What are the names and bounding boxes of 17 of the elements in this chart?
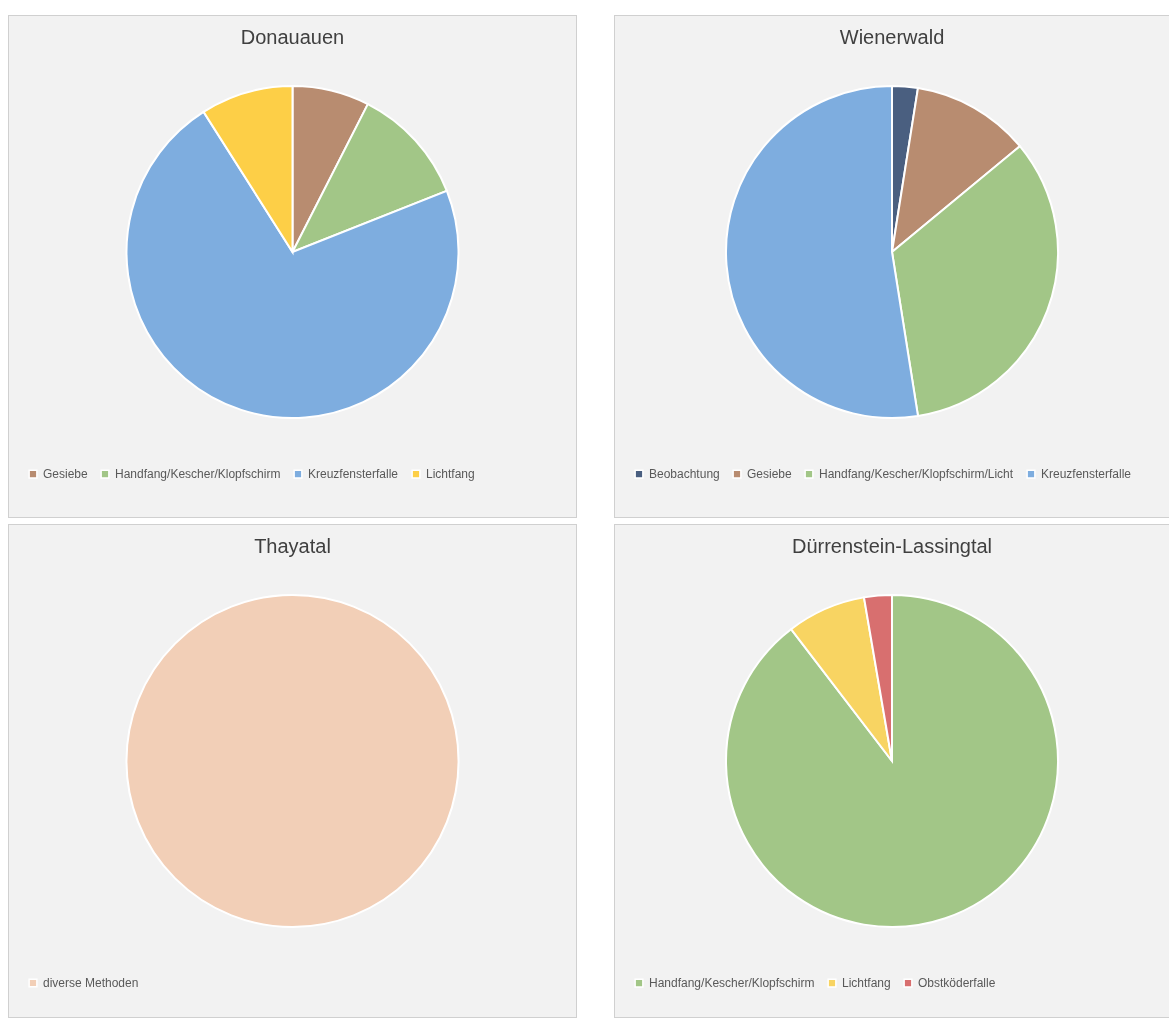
legend-label: Gesiebe <box>747 467 793 482</box>
chart-title: Dürrenstein-Lassingtal <box>791 535 993 557</box>
chart-title: Wienerwald <box>839 26 945 48</box>
legend-label: Handfang/Kescher/Klopfschirm/Licht <box>819 467 1014 482</box>
chart-title: Donauauen <box>240 26 345 48</box>
legend-label: Beobachtung <box>649 467 720 482</box>
legend-label: Kreuzfensterfalle <box>308 467 399 482</box>
chart-title: Thayatal <box>254 535 331 557</box>
legend-label: Handfang/Kescher/Klopfschirm <box>649 976 815 991</box>
legend-label: Lichtfang <box>842 976 891 991</box>
legend-label: Lichtfang <box>426 467 475 482</box>
legend-label: Kreuzfensterfalle <box>1041 467 1132 482</box>
legend-label: Obstköderfalle <box>918 976 996 991</box>
legend-label: diverse Methoden <box>43 976 139 990</box>
legend-label: Handfang/Kescher/Klopfschirm <box>115 467 281 482</box>
pie-slice <box>725 594 1059 928</box>
legend-label: Gesiebe <box>43 467 89 482</box>
